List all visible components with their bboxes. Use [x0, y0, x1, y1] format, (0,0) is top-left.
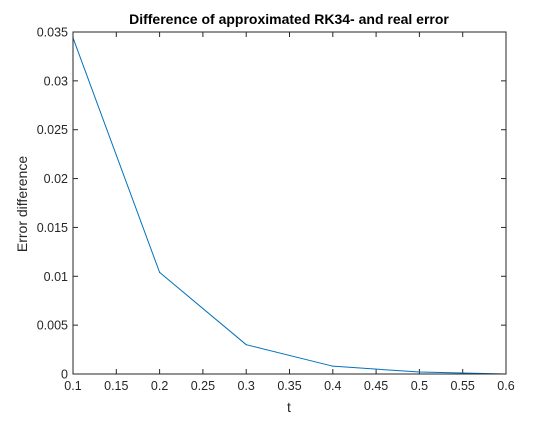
x-tick-label: 0.45	[364, 379, 388, 393]
x-axis-label: t	[287, 399, 291, 415]
data-point	[332, 366, 333, 367]
y-axis-label: Error difference	[14, 156, 30, 252]
x-tick-label: 0.55	[451, 379, 475, 393]
x-tick-label: 0.6	[497, 379, 514, 393]
x-tick-label: 0.3	[238, 379, 255, 393]
chart-title: Difference of approximated RK34- and rea…	[129, 11, 449, 27]
data-point	[419, 371, 420, 372]
axes-background	[73, 32, 506, 374]
y-tick-label: 0.005	[37, 319, 68, 333]
y-tick-label: 0.035	[37, 26, 68, 40]
data-point	[159, 272, 160, 273]
y-tick-label: 0.01	[44, 270, 68, 284]
y-tick-label: 0	[61, 368, 68, 382]
y-tick-label: 0.025	[37, 123, 68, 137]
x-tick-label: 0.35	[277, 379, 301, 393]
x-tick-label: 0.25	[191, 379, 215, 393]
y-tick-label: 0.015	[37, 221, 68, 235]
y-tick-label: 0.03	[44, 74, 68, 88]
x-tick-label: 0.2	[151, 379, 168, 393]
y-tick-label: 0.02	[44, 172, 68, 186]
x-tick-label: 0.15	[104, 379, 128, 393]
x-tick-label: 0.4	[324, 379, 341, 393]
x-tick-label: 0.5	[411, 379, 428, 393]
data-point	[246, 344, 247, 345]
